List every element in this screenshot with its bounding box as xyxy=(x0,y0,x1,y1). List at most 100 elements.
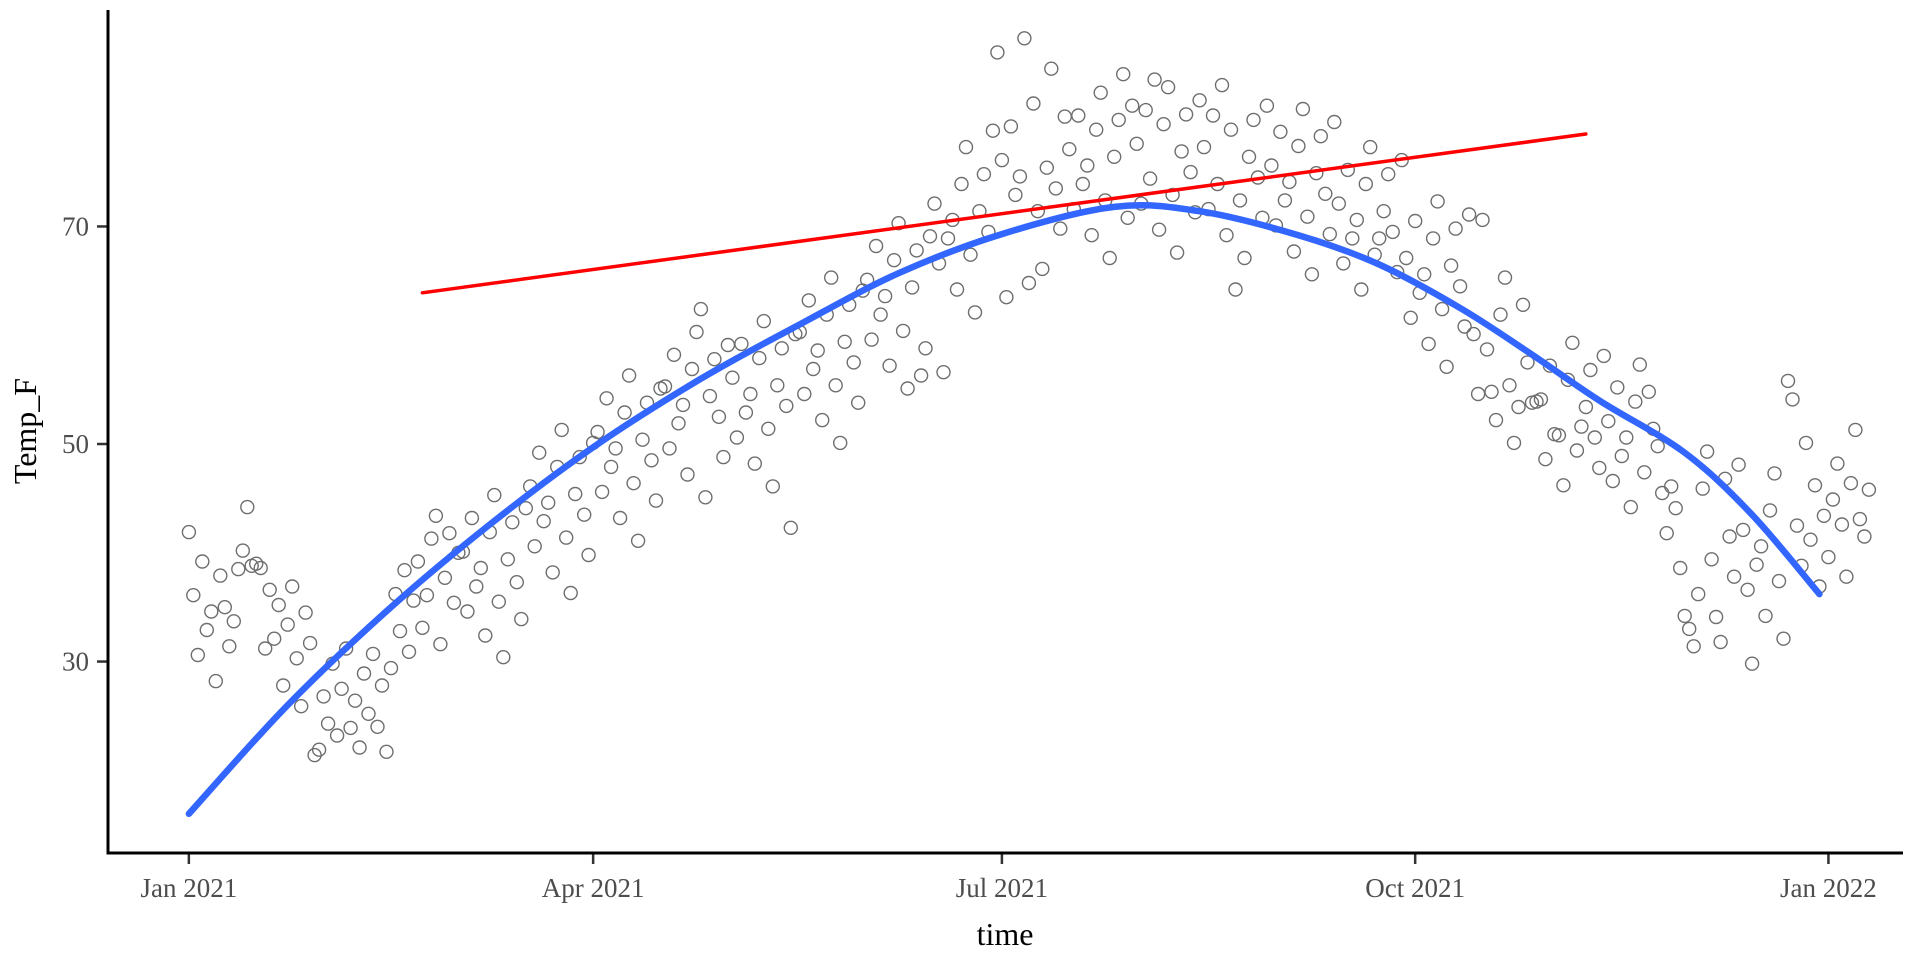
data-point xyxy=(1385,224,1400,240)
data-point xyxy=(186,588,201,603)
data-point xyxy=(1196,139,1212,155)
data-point xyxy=(1084,227,1099,243)
data-point xyxy=(1223,122,1239,137)
data-point xyxy=(1053,221,1068,236)
data-point xyxy=(1345,231,1360,246)
x-tick-label: Jan 2022 xyxy=(1780,873,1877,903)
data-point xyxy=(684,361,700,377)
data-point xyxy=(1592,460,1607,476)
data-point xyxy=(226,614,242,629)
data-point xyxy=(743,386,758,402)
data-point xyxy=(1048,181,1064,196)
data-point xyxy=(1560,372,1576,387)
data-point xyxy=(1192,93,1207,108)
data-point xyxy=(419,588,435,603)
data-point xyxy=(1156,116,1171,132)
data-point xyxy=(608,441,623,456)
data-point xyxy=(1785,392,1800,407)
data-point xyxy=(338,641,354,656)
data-point xyxy=(1035,261,1050,277)
data-point xyxy=(734,336,749,352)
data-point xyxy=(1088,122,1104,137)
data-point xyxy=(1852,511,1868,527)
data-point xyxy=(1672,560,1688,576)
data-point xyxy=(496,650,511,665)
data-point xyxy=(1857,529,1872,544)
data-point xyxy=(1448,221,1463,236)
data-point xyxy=(806,361,821,377)
data-point xyxy=(424,531,439,546)
data-point xyxy=(302,635,318,651)
data-point xyxy=(1628,394,1643,409)
data-point xyxy=(1124,98,1140,113)
data-point xyxy=(374,678,390,693)
data-point xyxy=(1237,250,1252,266)
data-point xyxy=(1380,166,1396,182)
data-point xyxy=(581,547,596,563)
data-point xyxy=(954,176,969,192)
data-point xyxy=(195,554,210,569)
data-point xyxy=(1075,176,1091,192)
data-point xyxy=(1057,109,1073,124)
data-point xyxy=(958,139,974,155)
data-point xyxy=(428,508,444,523)
data-point xyxy=(720,337,736,353)
data-point xyxy=(1425,231,1441,246)
data-point xyxy=(1407,213,1423,229)
data-point xyxy=(240,499,255,515)
data-point xyxy=(837,334,852,349)
data-point xyxy=(1008,187,1023,203)
data-point xyxy=(1093,85,1108,100)
data-point xyxy=(603,459,619,475)
data-point xyxy=(536,514,551,529)
data-point xyxy=(352,740,367,755)
data-point xyxy=(1165,187,1180,203)
data-point xyxy=(379,744,394,759)
data-point xyxy=(868,238,884,254)
data-point xyxy=(1569,443,1585,458)
data-point xyxy=(963,247,978,262)
data-point xyxy=(1762,503,1778,518)
data-point xyxy=(1753,539,1769,554)
data-point xyxy=(1704,552,1719,567)
data-point xyxy=(262,582,277,597)
data-point xyxy=(1286,244,1302,259)
data-point xyxy=(1017,31,1032,46)
data-point xyxy=(985,123,1001,138)
data-point xyxy=(761,421,776,436)
data-point xyxy=(1740,582,1755,597)
data-point xyxy=(999,290,1014,305)
data-point xyxy=(671,416,686,431)
data-point xyxy=(1178,107,1194,122)
data-point xyxy=(1147,72,1162,87)
x-tick-label: Jul 2021 xyxy=(956,873,1048,903)
data-point xyxy=(1663,479,1679,494)
data-point xyxy=(204,604,219,619)
data-point xyxy=(383,660,399,676)
data-point xyxy=(1632,357,1648,372)
data-point xyxy=(568,486,583,502)
data-point xyxy=(478,628,493,643)
x-tick-label: Jan 2021 xyxy=(140,873,237,903)
data-point xyxy=(1780,373,1796,389)
data-point xyxy=(1821,549,1836,565)
data-point xyxy=(361,706,376,721)
linear-trend-line xyxy=(420,132,1588,295)
data-point xyxy=(1039,160,1055,175)
data-point xyxy=(1434,301,1450,317)
data-point xyxy=(738,405,754,420)
data-point xyxy=(437,570,453,585)
data-point xyxy=(1524,395,1540,410)
x-axis-title: time xyxy=(977,916,1034,952)
data-point xyxy=(833,435,848,451)
data-point xyxy=(1151,222,1167,237)
data-point xyxy=(1690,586,1706,602)
data-point xyxy=(707,352,722,367)
data-point xyxy=(572,449,587,465)
data-point xyxy=(289,651,304,666)
data-point xyxy=(967,305,983,320)
data-point xyxy=(1160,79,1176,95)
data-point xyxy=(1273,124,1288,140)
data-point xyxy=(1511,399,1526,415)
